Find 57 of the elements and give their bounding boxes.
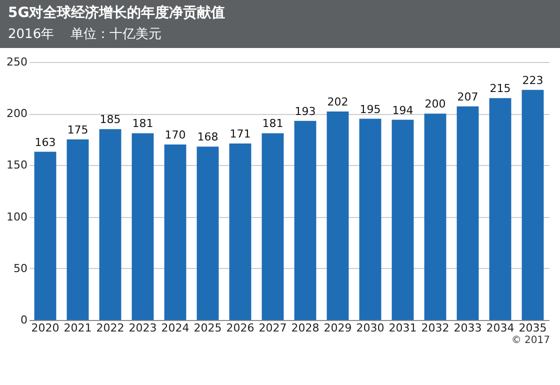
x-tick-label: 2023 (128, 322, 157, 334)
x-tick-label: 2030 (356, 322, 384, 334)
y-tick-label: 150 (6, 158, 28, 172)
data-label: 223 (522, 74, 544, 87)
x-tick-label: 2033 (454, 322, 482, 334)
y-tick-label: 200 (6, 107, 28, 120)
y-tick-label: 50 (14, 262, 28, 275)
bar (424, 114, 446, 320)
data-label: 168 (197, 130, 218, 144)
x-tick-label: 2025 (194, 322, 222, 334)
data-label: 170 (164, 128, 186, 142)
data-label: 193 (294, 104, 316, 118)
x-tick-label: 2020 (31, 322, 60, 334)
bar (456, 106, 479, 320)
bar (196, 146, 219, 320)
data-label: 171 (230, 128, 251, 141)
x-tick-label: 2027 (258, 322, 287, 334)
y-tick-label: 100 (6, 210, 28, 224)
bar (132, 133, 154, 320)
data-label: 175 (67, 123, 88, 136)
chart-title: 5G对全球经济增长的年度净贡献值 (8, 4, 226, 22)
bar (34, 152, 56, 320)
data-label: 181 (262, 117, 284, 130)
x-tick-label: 2021 (64, 322, 92, 334)
data-label: 163 (34, 136, 56, 149)
bar (489, 98, 512, 320)
x-tick-label: 2029 (324, 322, 352, 334)
bar (392, 120, 414, 320)
x-tick-label: 2035 (518, 322, 547, 334)
bar (164, 144, 186, 320)
bar (522, 90, 544, 320)
data-label: 200 (424, 98, 446, 111)
data-label: 207 (457, 90, 478, 104)
x-tick-label: 2022 (96, 322, 124, 334)
data-label: 195 (360, 102, 381, 116)
x-tick-label: 2024 (161, 322, 190, 334)
bar (359, 118, 382, 320)
bar (262, 133, 284, 320)
bar (326, 112, 349, 320)
y-tick-label: 0 (20, 314, 28, 326)
x-tick-label: 2032 (421, 322, 450, 334)
bar (99, 129, 122, 320)
bar (294, 120, 316, 320)
bar (66, 139, 89, 320)
x-tick-label: 2031 (388, 322, 417, 334)
chart-subtitle: 2016年 单位：十亿美元 (8, 26, 163, 43)
bar (229, 144, 252, 320)
x-tick-label: 2028 (291, 322, 320, 334)
x-tick-label: 2034 (486, 322, 514, 334)
data-label: 202 (327, 96, 348, 109)
text: © 2017 (511, 335, 550, 346)
data-label: 215 (490, 82, 511, 96)
data-label: 181 (132, 117, 154, 130)
data-label: 185 (100, 113, 121, 126)
y-tick-label: 250 (6, 56, 28, 68)
x-tick-label: 2026 (226, 322, 254, 334)
data-label: 194 (392, 104, 414, 117)
